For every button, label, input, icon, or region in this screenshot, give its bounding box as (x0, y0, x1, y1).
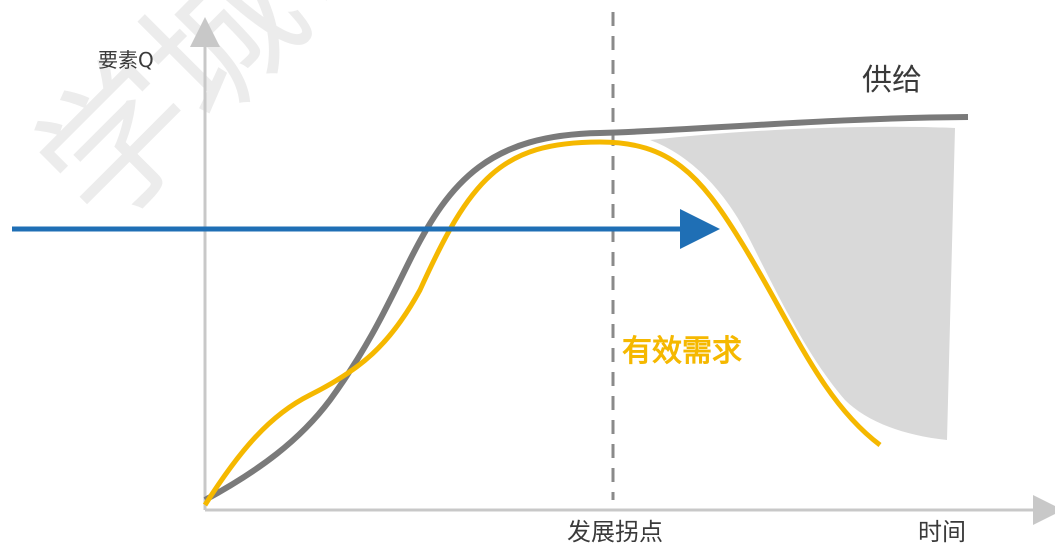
demand-curve (202, 139, 882, 507)
gap-area (650, 126, 955, 441)
inflection-label: 发展拐点 (567, 518, 663, 546)
x-axis-label: 时间 (918, 518, 966, 546)
demand-label: 有效需求 (622, 334, 742, 369)
supply-label: 供给 (862, 63, 922, 98)
supply-curve (203, 114, 969, 503)
y-axis-label: 要素Q (98, 48, 154, 72)
